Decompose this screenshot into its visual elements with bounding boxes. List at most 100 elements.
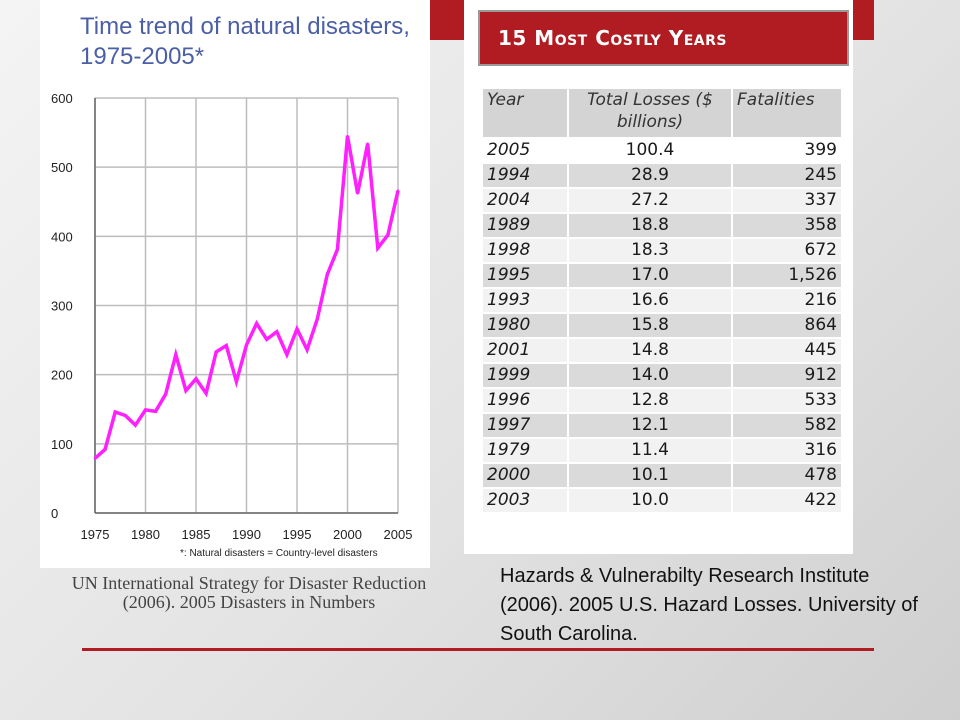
cell-total-losses: 18.3: [569, 239, 731, 262]
data-point: [164, 392, 167, 396]
cell-total-losses: 10.1: [569, 464, 731, 487]
data-point: [376, 246, 379, 250]
cell-fatalities: 912: [733, 364, 841, 387]
cell-total-losses: 12.1: [569, 414, 731, 437]
header-fatalities: Fatalities: [733, 89, 841, 137]
cell-total-losses: 17.0: [569, 264, 731, 287]
data-point: [326, 273, 329, 276]
x-tick-label: 1980: [131, 527, 160, 542]
cell-year: 2005: [483, 139, 567, 162]
data-point: [144, 408, 147, 412]
divider-line: [82, 648, 874, 651]
data-point: [265, 338, 268, 341]
data-point: [305, 348, 309, 351]
table-header-row: Year Total Losses ($ billions) Fatalitie…: [483, 89, 841, 137]
data-point: [255, 322, 258, 325]
table-row: 1989 18.8 358: [483, 214, 841, 237]
table-row: 2005 100.4 399: [483, 139, 841, 162]
cell-fatalities: 533: [733, 389, 841, 412]
data-point: [275, 330, 278, 333]
costly-years-table: Year Total Losses ($ billions) Fatalitie…: [481, 87, 843, 514]
x-tick-label: 1995: [283, 527, 312, 542]
cell-year: 1997: [483, 414, 567, 437]
table-row: 2001 14.8 445: [483, 339, 841, 362]
cell-total-losses: 10.0: [569, 489, 731, 512]
cell-fatalities: 1,526: [733, 264, 841, 287]
cell-fatalities: 864: [733, 314, 841, 337]
cell-year: 1995: [483, 264, 567, 287]
data-point: [245, 343, 248, 347]
cell-total-losses: 28.9: [569, 164, 731, 187]
cell-year: 2004: [483, 189, 567, 212]
x-tick-label: 1985: [182, 527, 211, 542]
data-point: [184, 389, 188, 392]
data-point: [194, 377, 198, 381]
x-tick-label: 2000: [333, 527, 362, 542]
cell-year: 2003: [483, 489, 567, 512]
cell-year: 1993: [483, 289, 567, 312]
cell-year: 1989: [483, 214, 567, 237]
cell-fatalities: 445: [733, 339, 841, 362]
cell-total-losses: 18.8: [569, 214, 731, 237]
y-tick-label: 300: [51, 299, 73, 314]
data-point: [103, 448, 107, 451]
un-citation: UN International Strategy for Disaster R…: [71, 573, 427, 612]
data-point: [154, 410, 157, 413]
chart-tick-labels: 0 100 200 300 400 500 600 1975 1980 1985 1990 1995 2…: [51, 91, 412, 542]
table-row: 1999 14.0 912: [483, 364, 841, 387]
cell-fatalities: 316: [733, 439, 841, 462]
cell-total-losses: 16.6: [569, 289, 731, 312]
data-point: [295, 327, 299, 331]
header-total-losses: Total Losses ($ billions): [569, 89, 731, 137]
cell-year: 1999: [483, 364, 567, 387]
table-row: 1997 12.1 582: [483, 414, 841, 437]
y-tick-label: 0: [51, 506, 58, 521]
y-tick-label: 200: [51, 368, 73, 383]
data-point: [174, 353, 177, 356]
table-body: 2005 100.4 399 1994 28.9 245 2004 27.2 337 1989 18…: [483, 139, 841, 512]
header-year: Year: [483, 89, 567, 137]
data-point: [114, 410, 117, 414]
cell-year: 1980: [483, 314, 567, 337]
cell-fatalities: 358: [733, 214, 841, 237]
data-point: [336, 248, 339, 251]
x-tick-label: 1975: [81, 527, 110, 542]
table-row: 1995 17.0 1,526: [483, 264, 841, 287]
y-tick-label: 100: [51, 437, 73, 452]
chart-series: [93, 134, 400, 460]
data-point: [316, 318, 319, 321]
cell-year: 2000: [483, 464, 567, 487]
data-point: [225, 344, 228, 347]
cell-fatalities: 245: [733, 164, 841, 187]
table-row: 2004 27.2 337: [483, 189, 841, 212]
table-row: 1998 18.3 672: [483, 239, 841, 262]
data-point: [93, 457, 97, 460]
y-tick-label: 500: [51, 160, 73, 175]
cell-total-losses: 100.4: [569, 139, 731, 162]
cell-fatalities: 216: [733, 289, 841, 312]
data-point: [124, 414, 127, 417]
y-tick-label: 600: [51, 91, 73, 106]
cell-fatalities: 672: [733, 239, 841, 262]
cell-fatalities: 337: [733, 189, 841, 212]
cell-total-losses: 27.2: [569, 189, 731, 212]
cell-fatalities: 422: [733, 489, 841, 512]
data-point: [134, 423, 137, 427]
table-row: 2000 10.1 478: [483, 464, 841, 487]
cell-fatalities: 399: [733, 139, 841, 162]
hvri-citation: Hazards & Vulnerabilty Research Institut…: [500, 565, 918, 645]
cell-year: 1998: [483, 239, 567, 262]
cell-fatalities: 478: [733, 464, 841, 487]
table-row: 1980 15.8 864: [483, 314, 841, 337]
disasters-line-chart: 0 100 200 300 400 500 600 1975 1980 1985 1990 1995 2…: [51, 91, 412, 559]
data-point: [215, 350, 218, 354]
cell-total-losses: 14.0: [569, 364, 731, 387]
x-tick-label: 2005: [384, 527, 413, 542]
table-row: 2003 10.0 422: [483, 489, 841, 512]
table-banner-title: 15 Most Costly Years: [498, 26, 727, 50]
cell-total-losses: 12.8: [569, 389, 731, 412]
data-point: [204, 392, 208, 395]
table-banner: 15 Most Costly Years: [478, 10, 849, 66]
y-tick-label: 400: [51, 229, 73, 244]
cell-year: 2001: [483, 339, 567, 362]
